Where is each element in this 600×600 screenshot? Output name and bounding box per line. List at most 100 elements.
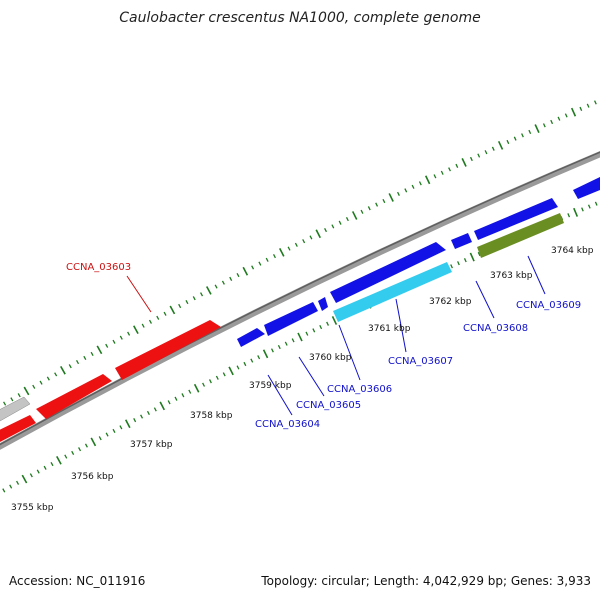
- tick-mark: [272, 254, 276, 259]
- tick-mark: [84, 443, 88, 448]
- genome-summary-text: Topology: circular; Length: 4,042,929 bp…: [261, 574, 591, 588]
- tick-mark: [309, 235, 313, 240]
- tick-mark: [586, 103, 590, 108]
- tick-mark: [397, 191, 400, 197]
- tick-mark: [90, 351, 94, 356]
- gene-grey-partial[interactable]: [0, 396, 31, 422]
- tick-mark: [202, 382, 206, 387]
- gene-blue-edge[interactable]: [573, 177, 600, 199]
- scale-label: 3762 kbp: [429, 297, 472, 307]
- tick-mark: [360, 209, 364, 214]
- tick-mark: [497, 140, 504, 150]
- tick-mark: [297, 332, 303, 342]
- tick-mark: [159, 401, 165, 411]
- tick-mark: [54, 372, 58, 377]
- tick-mark: [185, 300, 189, 305]
- tick-mark: [133, 325, 139, 335]
- tick-mark: [167, 400, 171, 405]
- tick-mark: [178, 303, 182, 309]
- tick-mark: [457, 261, 460, 266]
- gene-blue-03605[interactable]: [264, 302, 318, 336]
- tick-mark: [141, 323, 145, 328]
- tick-mark: [302, 239, 306, 244]
- gene-features[interactable]: [0, 177, 600, 442]
- scale-label: 3761 kbp: [368, 324, 411, 334]
- outer-tick-track: [3, 100, 597, 406]
- tick-mark: [506, 139, 510, 145]
- gene-blue-03608[interactable]: [451, 233, 472, 249]
- tick-mark: [528, 129, 532, 135]
- tick-mark: [112, 428, 116, 434]
- tick-mark: [112, 339, 116, 344]
- tick-mark: [557, 116, 561, 121]
- tick-mark: [382, 198, 386, 204]
- tick-mark: [463, 258, 467, 263]
- gene-label-ccna-03606[interactable]: CCNA_03606: [327, 384, 392, 395]
- tick-mark: [521, 133, 524, 138]
- gene-blue-03606[interactable]: [318, 297, 328, 311]
- tick-mark: [424, 175, 431, 185]
- gene-label-ccna-03609[interactable]: CCNA_03609: [516, 300, 581, 311]
- tick-mark: [484, 150, 488, 155]
- gene-blue-right[interactable]: [474, 198, 558, 240]
- gene-red-2[interactable]: [36, 374, 112, 419]
- tick-mark: [119, 335, 123, 340]
- tick-mark: [156, 315, 160, 320]
- tick-mark: [236, 365, 240, 370]
- tick-mark: [229, 276, 233, 281]
- genome-backbone: [0, 150, 600, 450]
- tick-mark: [68, 364, 72, 369]
- scale-label: 3757 kbp: [130, 440, 173, 450]
- tick-mark: [404, 188, 408, 193]
- tick-mark: [284, 341, 288, 346]
- gene-red-3[interactable]: [115, 320, 221, 380]
- tick-mark: [21, 474, 28, 484]
- tick-mark: [50, 461, 54, 467]
- gene-label-ccna-03605[interactable]: CCNA_03605: [296, 400, 361, 411]
- tick-mark: [251, 265, 255, 270]
- tick-mark: [594, 201, 598, 206]
- tick-mark: [331, 316, 338, 325]
- tick-mark: [287, 246, 291, 251]
- gene-label-ccna-03607[interactable]: CCNA_03607: [388, 356, 453, 367]
- tick-mark: [477, 251, 481, 257]
- tick-mark: [278, 247, 285, 257]
- gene-label-ccna-03608[interactable]: CCNA_03608: [463, 323, 528, 334]
- gene-green-03609[interactable]: [477, 213, 564, 258]
- tick-mark: [46, 376, 50, 381]
- tick-mark: [215, 375, 219, 380]
- tick-mark: [228, 366, 234, 376]
- tick-mark: [312, 328, 316, 333]
- gene-labels[interactable]: CCNA_03603 CCNA_03604 CCNA_03605 CCNA_03…: [66, 262, 581, 430]
- tick-mark: [96, 345, 103, 355]
- gene-blue-03604[interactable]: [237, 328, 265, 347]
- tick-mark: [326, 321, 330, 326]
- tick-mark: [2, 488, 6, 493]
- tick-mark: [64, 454, 68, 459]
- tick-mark: [236, 272, 240, 278]
- gene-cyan-03607[interactable]: [333, 262, 452, 322]
- tick-mark: [153, 407, 157, 412]
- tick-mark: [375, 202, 379, 207]
- tick-mark: [163, 311, 167, 316]
- scale-label: 3756 kbp: [71, 472, 114, 482]
- gene-blue-large[interactable]: [330, 242, 446, 303]
- gene-red-1[interactable]: [0, 415, 36, 442]
- tick-mark: [3, 401, 7, 406]
- tick-mark: [469, 252, 475, 262]
- tick-mark: [133, 418, 137, 423]
- tick-mark: [567, 213, 571, 218]
- tick-mark: [319, 324, 323, 330]
- tick-mark: [367, 206, 371, 211]
- tick-mark: [98, 436, 102, 441]
- tick-mark: [148, 319, 152, 324]
- tick-mark: [491, 146, 495, 151]
- tick-mark: [9, 484, 13, 489]
- scale-label: 3764 kbp: [551, 246, 594, 256]
- tick-mark: [105, 343, 109, 348]
- gene-label-ccna-03604[interactable]: CCNA_03604: [255, 419, 320, 430]
- tick-mark: [90, 437, 97, 447]
- tick-mark: [119, 425, 123, 430]
- gene-label-ccna-03603[interactable]: CCNA_03603: [66, 262, 131, 273]
